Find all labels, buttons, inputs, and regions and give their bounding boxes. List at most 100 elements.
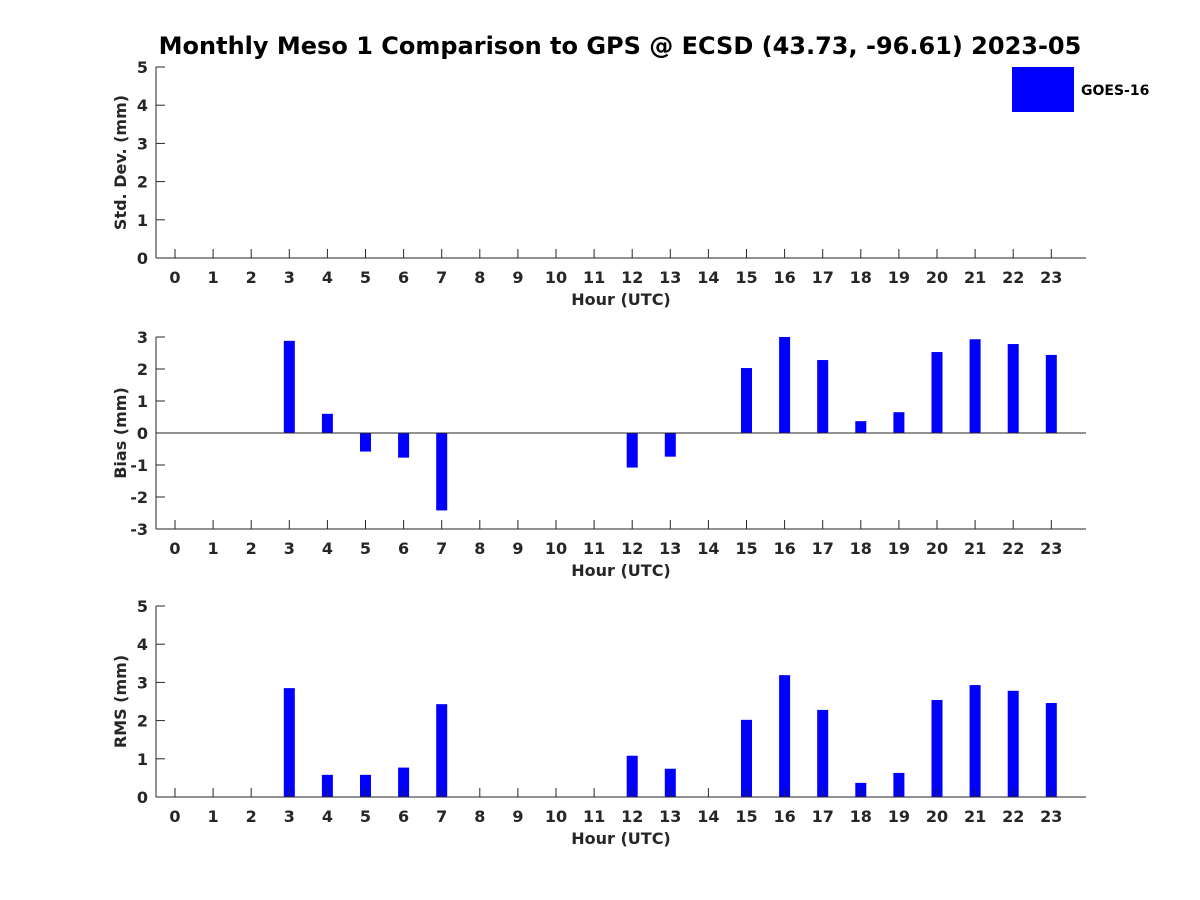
x-tick-label: 12 xyxy=(621,539,643,558)
x-tick-label: 22 xyxy=(1002,539,1024,558)
bar-hour-4 xyxy=(321,413,333,433)
bar-hour-16 xyxy=(779,337,791,433)
x-tick-label: 12 xyxy=(621,268,643,287)
y-tick-label: 3 xyxy=(137,673,148,692)
bar-hour-19 xyxy=(893,412,905,433)
bar-hour-7 xyxy=(436,704,448,797)
bar-hour-3 xyxy=(283,688,295,797)
x-tick-label: 7 xyxy=(436,268,447,287)
legend-swatch-goes-16 xyxy=(1012,67,1074,112)
x-tick-label: 0 xyxy=(169,539,180,558)
y-axis-label: RMS (mm) xyxy=(111,655,130,748)
y-tick-label: -1 xyxy=(130,456,148,475)
x-tick-label: 2 xyxy=(246,268,257,287)
x-tick-label: 6 xyxy=(398,807,409,826)
x-tick-label: 18 xyxy=(850,807,872,826)
x-axis-label: Hour (UTC) xyxy=(571,561,671,580)
x-tick-label: 23 xyxy=(1040,268,1062,287)
x-tick-label: 17 xyxy=(812,807,834,826)
x-tick-label: 0 xyxy=(169,268,180,287)
x-tick-label: 8 xyxy=(474,539,485,558)
x-tick-label: 16 xyxy=(773,268,795,287)
x-tick-label: 17 xyxy=(812,539,834,558)
chart-title: Monthly Meso 1 Comparison to GPS @ ECSD … xyxy=(159,32,1082,60)
bar-hour-19 xyxy=(893,772,905,797)
x-tick-label: 21 xyxy=(964,807,986,826)
legend-label-goes-16: GOES-16 xyxy=(1081,83,1149,99)
x-tick-label: 16 xyxy=(773,807,795,826)
x-tick-label: 10 xyxy=(545,539,567,558)
y-tick-label: 5 xyxy=(137,58,148,77)
bar-hour-13 xyxy=(664,768,676,797)
x-tick-label: 6 xyxy=(398,268,409,287)
x-tick-label: 19 xyxy=(888,268,910,287)
x-tick-label: 7 xyxy=(436,539,447,558)
y-tick-label: -2 xyxy=(130,488,148,507)
x-tick-label: 1 xyxy=(208,539,219,558)
bar-hour-23 xyxy=(1045,354,1057,433)
bar-hour-16 xyxy=(779,675,791,797)
y-tick-label: 1 xyxy=(137,211,148,230)
bar-hour-12 xyxy=(626,755,638,797)
x-tick-label: 22 xyxy=(1002,807,1024,826)
y-tick-label: 2 xyxy=(137,360,148,379)
x-tick-label: 23 xyxy=(1040,807,1062,826)
x-tick-label: 1 xyxy=(208,268,219,287)
x-tick-label: 14 xyxy=(697,807,719,826)
x-tick-label: 6 xyxy=(398,539,409,558)
x-tick-label: 5 xyxy=(360,268,371,287)
x-tick-label: 14 xyxy=(697,539,719,558)
bar-hour-22 xyxy=(1007,344,1019,433)
x-tick-label: 19 xyxy=(888,807,910,826)
x-tick-label: 8 xyxy=(474,268,485,287)
bar-hour-15 xyxy=(741,368,752,433)
x-tick-label: 1 xyxy=(208,807,219,826)
x-tick-label: 20 xyxy=(926,268,948,287)
chart-legend: GOES-16 xyxy=(1012,67,1149,112)
x-axis-label: Hour (UTC) xyxy=(571,290,671,309)
y-axis-label: Std. Dev. (mm) xyxy=(111,95,130,230)
bar-hour-7 xyxy=(436,433,448,511)
bar-hour-5 xyxy=(360,774,371,797)
y-tick-label: 0 xyxy=(137,424,148,443)
bar-hour-4 xyxy=(321,774,333,797)
x-tick-label: 12 xyxy=(621,807,643,826)
bar-hour-13 xyxy=(664,433,676,457)
x-tick-label: 3 xyxy=(284,268,295,287)
y-tick-label: -3 xyxy=(130,520,148,539)
y-tick-label: 5 xyxy=(137,597,148,616)
x-tick-label: 3 xyxy=(284,539,295,558)
x-tick-label: 19 xyxy=(888,539,910,558)
x-tick-label: 13 xyxy=(659,268,681,287)
x-tick-label: 18 xyxy=(850,268,872,287)
x-tick-label: 8 xyxy=(474,807,485,826)
x-tick-label: 15 xyxy=(735,807,757,826)
x-tick-label: 5 xyxy=(360,807,371,826)
x-tick-label: 17 xyxy=(812,268,834,287)
bar-hour-17 xyxy=(817,360,829,433)
y-tick-label: 4 xyxy=(137,96,148,115)
x-tick-label: 11 xyxy=(583,539,605,558)
x-tick-label: 9 xyxy=(512,807,523,826)
x-tick-label: 4 xyxy=(322,539,333,558)
bar-hour-20 xyxy=(931,699,943,797)
x-tick-label: 4 xyxy=(322,268,333,287)
bar-hour-6 xyxy=(398,433,410,458)
bar-hour-6 xyxy=(398,767,410,797)
x-tick-label: 13 xyxy=(659,539,681,558)
x-tick-label: 11 xyxy=(583,268,605,287)
bar-hour-17 xyxy=(817,709,829,797)
x-axis-label: Hour (UTC) xyxy=(571,829,671,848)
x-tick-label: 4 xyxy=(322,807,333,826)
x-tick-label: 22 xyxy=(1002,268,1024,287)
bar-hour-5 xyxy=(360,433,371,452)
bar-hour-15 xyxy=(741,719,752,797)
y-tick-label: 1 xyxy=(137,392,148,411)
x-tick-label: 23 xyxy=(1040,539,1062,558)
x-tick-label: 15 xyxy=(735,539,757,558)
y-tick-label: 3 xyxy=(137,328,148,347)
x-tick-label: 9 xyxy=(512,268,523,287)
